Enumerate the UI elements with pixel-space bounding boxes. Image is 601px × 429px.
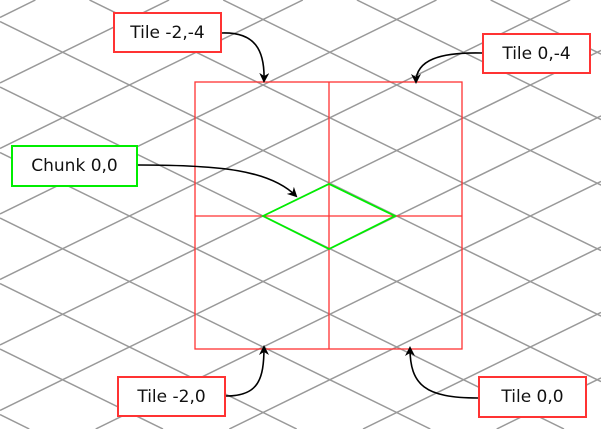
- grid-line: [362, 311, 601, 429]
- grid-line: [356, 0, 601, 121]
- grid-line: [228, 246, 601, 429]
- grid-line: [0, 0, 304, 150]
- grid-line: [0, 282, 298, 429]
- chunk-diamond: [260, 182, 398, 251]
- tile-square: [194, 81, 463, 350]
- arrow-tile-0-0: [405, 346, 479, 399]
- grid-line: [0, 0, 571, 281]
- arrow-chunk-0-0: [137, 164, 298, 198]
- label-tile-0-m4: Tile 0,-4: [482, 33, 591, 74]
- grid-line: [0, 151, 565, 429]
- arrow-tile-m2-0: [225, 345, 269, 397]
- label-tile-m2-0: Tile -2,0: [117, 376, 226, 417]
- arrow-tile-0-m4: [411, 52, 483, 84]
- grid-line: [0, 20, 601, 317]
- grid-line: [0, 217, 431, 429]
- grid-line: [222, 0, 601, 186]
- grid-line: [0, 0, 36, 19]
- grid-line: [0, 413, 30, 429]
- arrow-tile-m2-m4: [221, 32, 270, 83]
- label-tile-m2-m4: Tile -2,-4: [113, 12, 222, 53]
- grid-line: [0, 115, 601, 412]
- label-tile-0-0: Tile 0,0: [478, 376, 587, 418]
- label-chunk-0-0: Chunk 0,0: [11, 145, 138, 187]
